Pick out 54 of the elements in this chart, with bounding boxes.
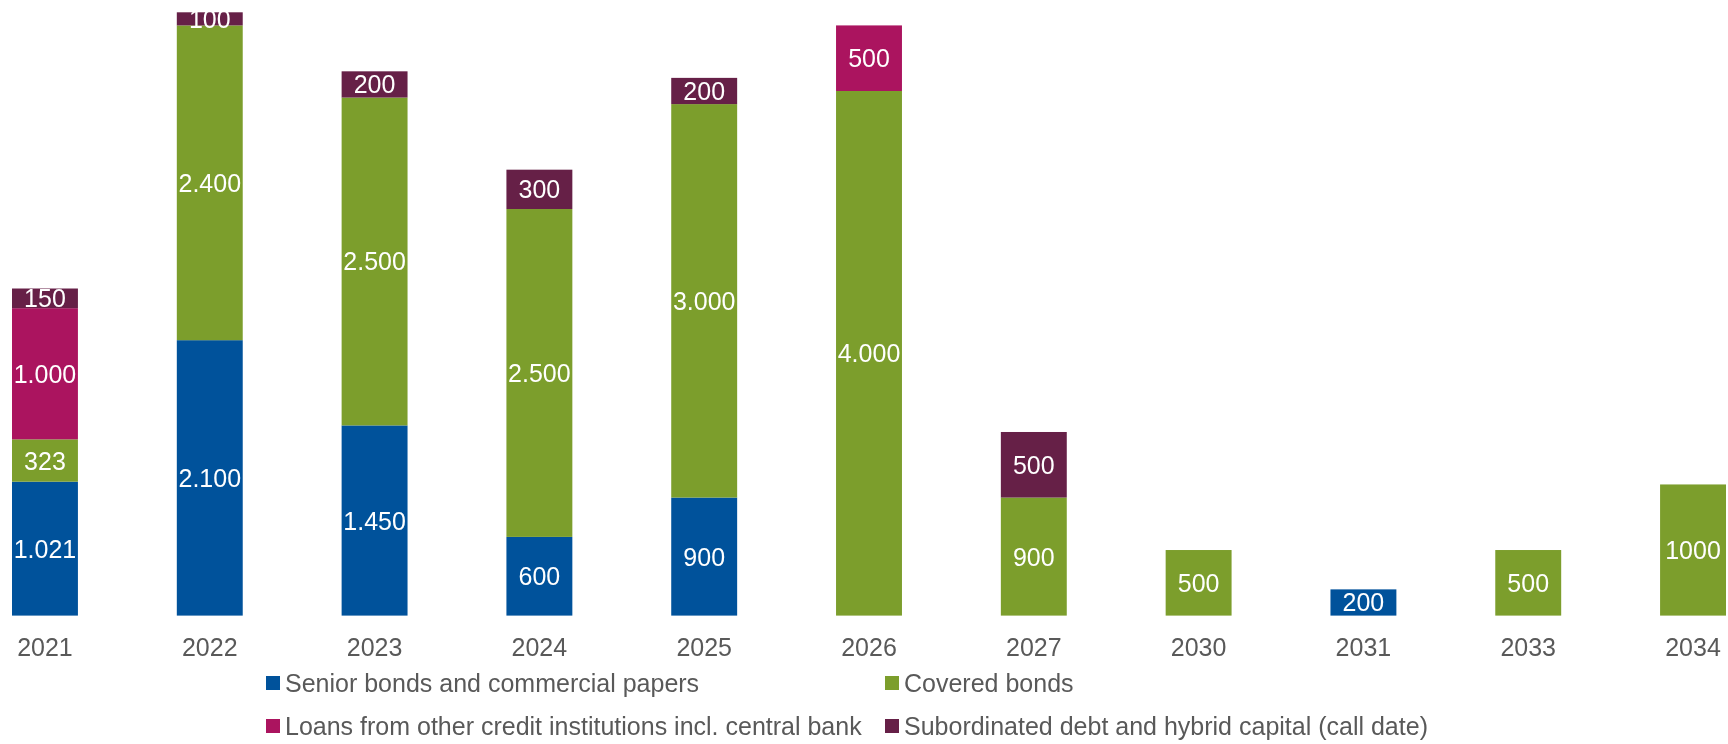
bar <box>836 25 902 91</box>
x-tick-label: 2030 <box>1170 633 1227 661</box>
data-label: 500 <box>1012 450 1055 479</box>
bar <box>176 340 243 616</box>
data-label: 4.000 <box>837 339 901 368</box>
data-label: 1.450 <box>343 506 406 535</box>
data-label: 2.400 <box>178 168 242 197</box>
data-label: 3.000 <box>672 286 736 315</box>
data-label: 2.500 <box>343 247 406 276</box>
legend-label: Senior bonds and commercial papers <box>285 669 700 697</box>
data-label: 600 <box>518 562 561 591</box>
bar <box>12 481 78 616</box>
bar <box>12 308 78 440</box>
bar <box>1000 497 1067 616</box>
x-tick-label: 2034 <box>1665 633 1721 661</box>
bar <box>506 536 573 616</box>
data-label: 1000 <box>1665 536 1721 565</box>
legend-label: Loans from other credit institutions incl. central bank <box>285 712 863 740</box>
bar <box>341 97 408 426</box>
bar <box>341 425 408 616</box>
data-label: 500 <box>1177 568 1220 597</box>
data-label: 500 <box>848 44 890 73</box>
bar <box>1000 431 1067 498</box>
bar <box>836 90 902 616</box>
legend-label: Subordinated debt and hybrid capital (call date) <box>904 712 1428 740</box>
data-label: 900 <box>1012 542 1055 571</box>
x-tick-label: 2022 <box>181 633 238 661</box>
x-tick-label: 2025 <box>676 633 732 661</box>
bar <box>1495 550 1562 616</box>
bar <box>671 497 738 616</box>
data-label: 200 <box>1342 588 1385 617</box>
bar <box>506 209 573 537</box>
x-tick-label: 2023 <box>346 633 403 661</box>
bar <box>671 104 738 498</box>
x-tick-label: 2026 <box>841 633 897 661</box>
x-tick-label: 2024 <box>511 633 568 661</box>
data-label: 200 <box>353 70 396 99</box>
data-label: 150 <box>24 284 66 313</box>
bar <box>1660 484 1726 616</box>
data-label: 200 <box>683 76 726 105</box>
data-label: 900 <box>683 542 726 571</box>
data-label: 300 <box>518 175 561 204</box>
x-tick-label: 2021 <box>17 633 73 661</box>
data-label: 2.100 <box>178 463 242 492</box>
x-tick-label: 2027 <box>1006 633 1062 661</box>
data-label: 1.021 <box>13 534 77 563</box>
data-label: 323 <box>24 446 66 475</box>
x-tick-label: 2033 <box>1500 633 1557 661</box>
data-label: 500 <box>1507 568 1550 597</box>
data-label: 2.500 <box>508 358 571 387</box>
legend-label: Covered bonds <box>904 669 1074 697</box>
data-label: 1.000 <box>13 359 77 388</box>
x-tick-label: 2031 <box>1335 633 1392 661</box>
bar <box>1165 550 1232 616</box>
